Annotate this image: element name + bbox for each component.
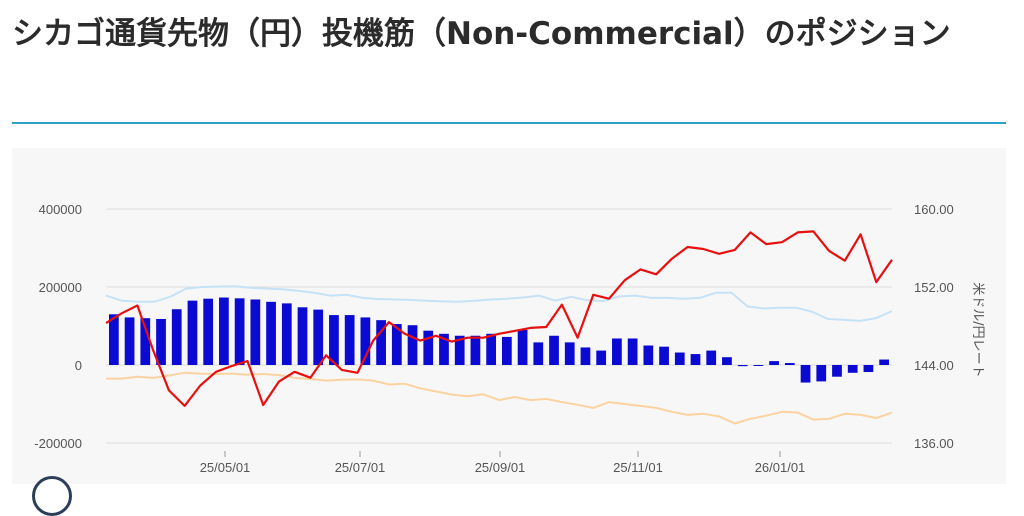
bar [737,365,748,367]
bar [501,336,512,365]
bar [722,357,732,365]
bar [360,317,371,365]
bar [124,317,135,365]
bar [376,320,386,365]
bar [517,329,528,365]
bar [674,352,685,365]
bar [533,342,544,365]
bar [627,338,638,365]
right-tick-label: 136.00 [914,436,954,451]
bar [266,301,276,365]
bar [863,365,874,373]
avatar [32,476,72,516]
bar [643,345,654,365]
bar [706,350,717,365]
bar [816,365,827,382]
bar [281,303,292,365]
bar [203,298,214,365]
bar [832,365,842,377]
bar [407,325,418,365]
bar [596,350,607,365]
left-tick-label: -200000 [34,436,82,451]
series-line [105,230,893,407]
bar [171,309,182,365]
bar [690,354,701,365]
bar [454,335,465,365]
bar [580,347,591,365]
title-divider [12,122,1006,124]
bar [156,318,166,365]
bar [329,315,339,365]
bar [769,361,779,365]
bar [297,307,308,365]
line-series [105,230,893,425]
bar [219,297,229,365]
bar [486,333,497,365]
bar [250,299,261,365]
bar [470,335,481,365]
x-tick-label: 25/09/01 [475,460,526,475]
bar [423,330,434,365]
left-tick-label: 0 [75,358,82,373]
bar [391,324,402,365]
bar [549,335,559,365]
bar [108,314,119,365]
bar [847,365,858,373]
bar [879,359,890,365]
bar-series [108,297,890,383]
page-title: シカゴ通貨先物（円）投機筋（Non-Commercial）のポジション [12,16,951,52]
chart-panel: 400000 200000 0 -200000 160.00 152.00 144.00 1… [12,148,1006,484]
bar [439,333,449,365]
right-tick-label: 160.00 [914,202,954,217]
left-axis-ticks: 400000 200000 0 -200000 [34,202,82,451]
x-tick-label: 25/05/01 [200,460,251,475]
bar [234,298,245,365]
bar [753,365,764,366]
bar [800,365,811,383]
right-tick-label: 144.00 [914,358,954,373]
left-tick-label: 200000 [39,280,82,295]
x-axis-ticks: 25/05/01 25/07/01 25/09/01 25/11/01 26/01/01 [200,451,806,475]
bar [344,315,355,365]
x-tick-label: 26/01/01 [755,460,806,475]
x-tick-label: 25/11/01 [613,460,663,475]
bar [612,338,622,365]
bar [187,300,198,365]
bar [784,363,795,365]
bar [140,318,151,365]
bar [659,346,669,365]
series-line [106,371,893,425]
series-line [105,285,893,322]
left-tick-label: 400000 [39,202,82,217]
bar [313,309,324,365]
right-tick-label: 152.00 [914,280,954,295]
right-axis-label: 米ドル/円レート [970,282,985,377]
right-axis-ticks: 160.00 152.00 144.00 136.00 [914,202,954,451]
x-tick-label: 25/07/01 [335,460,386,475]
bar [564,342,575,365]
